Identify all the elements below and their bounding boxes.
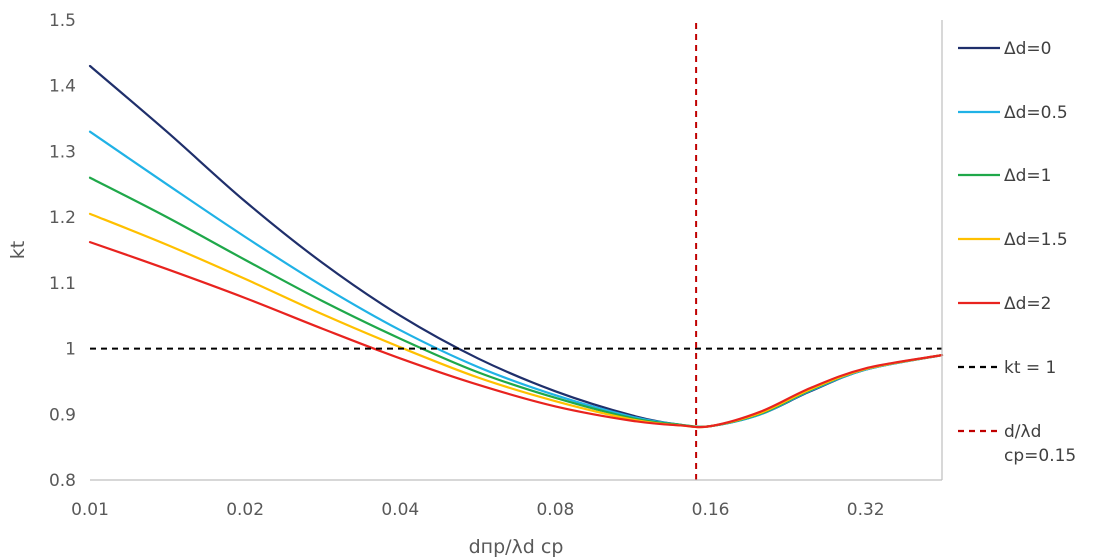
y-tick-label: 1.5 — [49, 11, 76, 31]
y-tick-label: 0.9 — [49, 405, 76, 425]
y-tick-label: 1 — [65, 340, 76, 360]
axes: dпр/λd ср kt 0.01 0.02 0.04 0.08 0.16 0.32 0.8… — [7, 11, 943, 558]
y-tick-label: 1.4 — [49, 77, 76, 97]
y-tick-label: 1.2 — [49, 208, 76, 228]
legend-label-deltad-0: Δd=0 — [1004, 39, 1051, 59]
x-tick-label: 0.01 — [71, 500, 109, 520]
series-line-deltad-1-5 — [88, 212, 944, 429]
x-tick-label: 0.04 — [381, 500, 419, 520]
legend-label-d-lambdad-cp-0-15: cp=0.15 — [1004, 446, 1076, 466]
x-tick-label: 0.16 — [692, 500, 730, 520]
x-tick-label: 0.08 — [536, 500, 574, 520]
legend-label-deltad-1-5: Δd=1.5 — [1004, 230, 1068, 250]
legend-label-deltad-2: Δd=2 — [1004, 294, 1051, 314]
legend: Δd=0 Δd=0.5 Δd=1 Δd=1.5 Δd=2 kt = 1 d/λd cp=0.1… — [958, 39, 1076, 466]
series-line-deltad-2 — [88, 241, 944, 429]
x-axis-title: dпр/λd ср — [469, 536, 564, 558]
y-tick-label: 0.8 — [49, 471, 76, 491]
legend-label-d-lambdad-cp-0-15: d/λd — [1004, 422, 1041, 442]
y-tick-label: 1.3 — [49, 142, 76, 162]
legend-label-deltad-0-5: Δd=0.5 — [1004, 103, 1068, 123]
legend-label-deltad-1: Δd=1 — [1004, 166, 1051, 186]
plot-area — [88, 20, 944, 480]
y-axis-title: kt — [7, 241, 29, 259]
x-tick-label: 0.02 — [226, 500, 264, 520]
x-tick-label: 0.32 — [847, 500, 885, 520]
series-line-deltad-0 — [88, 64, 944, 429]
y-tick-label: 1.1 — [49, 274, 76, 294]
legend-label-kt-1: kt = 1 — [1004, 358, 1056, 378]
